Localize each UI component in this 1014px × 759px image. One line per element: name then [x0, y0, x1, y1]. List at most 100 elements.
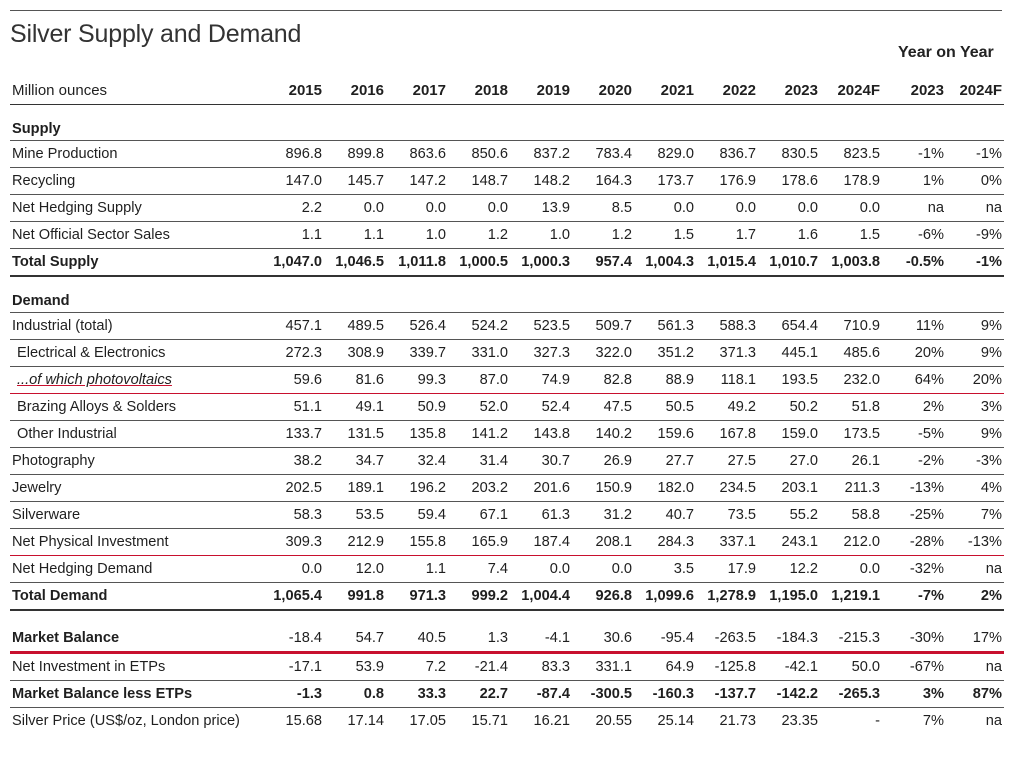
table-cell: 232.0 [820, 366, 882, 394]
table-cell: -160.3 [634, 680, 696, 708]
table-cell: 51.8 [820, 393, 882, 421]
table-cell: 67.1 [448, 501, 510, 529]
table-cell: 40.7 [634, 501, 696, 529]
table-row: ...of which photovoltaics 59.6 81.6 99.3 87.… [10, 366, 1004, 394]
table-cell: 135.8 [386, 420, 448, 448]
table-cell: 12.0 [324, 555, 386, 583]
header-row: Million ounces 2015 2016 2017 2018 2019 … [10, 74, 1004, 105]
col-header: 2015 [268, 74, 324, 105]
table-cell: 1,004.4 [510, 582, 572, 611]
table-cell: -1.3 [268, 680, 324, 708]
table-cell: 20.55 [595, 713, 632, 729]
row-label: Market Balance [10, 625, 268, 654]
table-cell: 51.1 [268, 393, 324, 421]
table-cell: 1.3 [448, 625, 510, 654]
table-cell: 133.7 [268, 420, 324, 448]
table-cell: 710.9 [820, 312, 882, 340]
row-label: ...of which photovoltaics [10, 366, 268, 394]
table-cell: 11% [882, 312, 946, 340]
table-cell: 164.3 [572, 167, 634, 195]
table-cell: 145.7 [324, 167, 386, 195]
row-label: Recycling [10, 167, 268, 195]
table-cell: 143.8 [510, 420, 572, 448]
row-label: Electrical & Electronics [10, 339, 268, 367]
col-header: 2022 [696, 74, 758, 105]
table-cell: 32.4 [386, 447, 448, 475]
table-cell: 327.3 [510, 339, 572, 367]
table-cell: 234.5 [696, 474, 758, 502]
table-cell: 322.0 [572, 339, 634, 367]
table-cell: -13% [882, 474, 946, 502]
table-cell: 50.9 [386, 393, 448, 421]
table-cell: 61.3 [510, 501, 572, 529]
table-cell: 999.2 [448, 582, 510, 611]
units-label: Million ounces [10, 74, 268, 105]
table-row-market-balance-less-etps: Market Balance less ETPs -1.3 0.8 33.3 22.7-… [10, 680, 1004, 708]
table-cell: 9% [946, 420, 1004, 448]
table-cell: 1.1 [268, 221, 324, 249]
table-cell: 212.9 [324, 528, 386, 556]
supply-demand-table: Million ounces 2015 2016 2017 2018 2019 … [10, 74, 1004, 734]
table-cell: 17% [946, 625, 1004, 654]
table-cell: 0.0 [572, 555, 634, 583]
table-cell: 899.8 [324, 140, 386, 168]
section-header-demand: Demand [10, 276, 1004, 313]
table-cell: 22.7 [448, 680, 510, 708]
table-cell: 0.0 [510, 555, 572, 583]
table-cell: -9% [946, 221, 1004, 249]
table-cell: 81.6 [324, 366, 386, 394]
table-cell: -265.3 [820, 680, 882, 708]
row-label: Industrial (total) [10, 312, 268, 340]
table-cell: 118.1 [696, 366, 758, 394]
table-cell: 1.1 [386, 555, 448, 583]
table-row: Silverware 58.3 53.5 59.4 67.1 61.3 31.2 40.7 73… [10, 501, 1004, 529]
table-cell: 87.0 [448, 366, 510, 394]
table-cell: na [882, 194, 946, 222]
table-cell: 59.4 [386, 501, 448, 529]
table-cell: 2% [882, 393, 946, 421]
table-cell: 193.5 [758, 366, 820, 394]
col-header: 2016 [324, 74, 386, 105]
row-label: Net Hedging Demand [10, 555, 268, 583]
table-cell: 3.5 [634, 555, 696, 583]
table-row: Mine Production 896.8 899.8 863.6 850.6 837.2… [10, 140, 1004, 168]
table-cell: -2% [882, 447, 946, 475]
table-cell: 140.2 [572, 420, 634, 448]
table-cell: 7.4 [448, 555, 510, 583]
table-cell: 309.3 [268, 528, 324, 556]
table-cell: 7% [946, 501, 1004, 529]
table-cell: 783.4 [572, 140, 634, 168]
table-cell: -13% [946, 528, 1004, 556]
table-cell: 88.9 [634, 366, 696, 394]
table-cell: -25% [882, 501, 946, 529]
spacer-row [10, 610, 1004, 625]
table-cell: 836.7 [696, 140, 758, 168]
table-row: Recycling 147.0 145.7 147.2 148.7 148.2 164.3 1… [10, 167, 1004, 195]
table-cell: 1.5 [820, 221, 882, 249]
section-label: Supply [10, 104, 1004, 141]
table-cell: 1.0 [386, 221, 448, 249]
table-cell: 53.9 [324, 652, 386, 681]
table-cell: -32% [882, 555, 946, 583]
table-cell: 3% [946, 393, 1004, 421]
table-cell: 371.3 [696, 339, 758, 367]
table-cell: 1,219.1 [820, 582, 882, 611]
row-label: Brazing Alloys & Solders [10, 393, 268, 421]
table-cell: 1,011.8 [386, 248, 448, 277]
table-cell: 73.5 [696, 501, 758, 529]
table-cell: 173.5 [820, 420, 882, 448]
table-cell: 87% [946, 680, 1004, 708]
table-cell: 74.9 [510, 366, 572, 394]
table-cell: - [875, 713, 880, 729]
table-cell: 331.0 [448, 339, 510, 367]
table-cell: 17.14 [347, 713, 384, 729]
table-cell: 147.0 [268, 167, 324, 195]
table-row: Brazing Alloys & Solders 51.1 49.1 50.9 52.0… [10, 393, 1004, 421]
table-cell: 971.3 [386, 582, 448, 611]
table-cell: 17.05 [409, 713, 446, 729]
table-cell: 203.1 [758, 474, 820, 502]
table-cell: 64% [882, 366, 946, 394]
row-label: Net Physical Investment [10, 528, 268, 556]
table-cell: -18.4 [268, 625, 324, 654]
table-row: Net Investment in ETPs -17.1 53.9 7.2 -21.4 8… [10, 652, 1004, 681]
